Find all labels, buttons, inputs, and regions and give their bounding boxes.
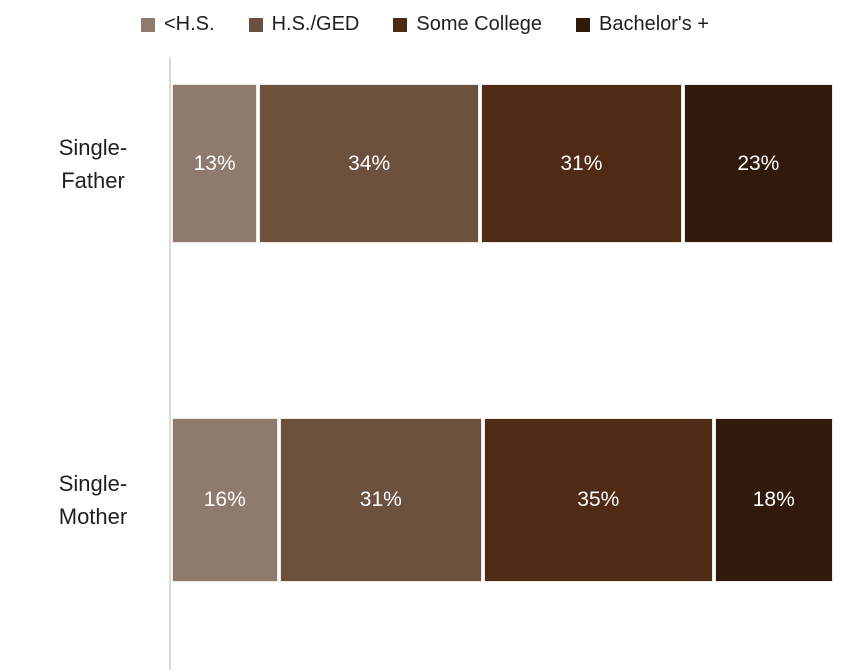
legend-label: H.S./GED: [271, 13, 360, 35]
legend-label: Some College: [416, 13, 542, 35]
legend-item: <H.S.: [141, 13, 215, 36]
legend-label: <H.S.: [164, 13, 215, 35]
legend-swatch-icon: [141, 17, 155, 32]
legend: <H.S. H.S./GED Some College Bachelor's +: [0, 13, 850, 36]
bar-segment: 31%: [279, 418, 483, 582]
bar-segment-value: 23%: [737, 151, 780, 175]
y-axis-line: [169, 57, 171, 670]
legend-item: H.S./GED: [248, 13, 360, 36]
bar-segment: 23%: [683, 84, 833, 243]
legend-item: Bachelor's +: [576, 13, 709, 36]
bar-segment: 35%: [484, 418, 713, 582]
category-label: Single- Father: [58, 134, 128, 193]
category-label: Single- Mother: [58, 471, 128, 529]
bar-segment-value: 31%: [359, 488, 402, 511]
stacked-bar: 13% 34% 31% 23%: [172, 84, 833, 243]
bar-segment-value: 31%: [560, 151, 603, 175]
legend-swatch-icon: [576, 17, 590, 32]
bar-segment: 31%: [481, 84, 682, 243]
bar-segment-value: 16%: [203, 488, 246, 511]
bar-segment-value: 35%: [577, 488, 620, 511]
bar-segment-value: 13%: [193, 151, 236, 175]
legend-label: Bachelor's +: [599, 13, 709, 35]
bar-row: Single- Father 13% 34% 31% 23%: [0, 84, 833, 243]
bar-row: Single- Mother 16% 31% 35% 18%: [0, 418, 833, 582]
stacked-bar: 16% 31% 35% 18%: [172, 418, 833, 582]
legend-item: Some College: [393, 13, 542, 36]
bar-segment: 13%: [172, 84, 258, 243]
bar-segment: 16%: [172, 418, 278, 582]
bar-segment: 18%: [714, 418, 833, 582]
bar-segment: 34%: [259, 84, 480, 243]
bar-segment-value: 34%: [348, 151, 391, 175]
legend-swatch-icon: [248, 17, 263, 32]
legend-swatch-icon: [393, 17, 408, 32]
bar-segment-value: 18%: [752, 488, 795, 511]
